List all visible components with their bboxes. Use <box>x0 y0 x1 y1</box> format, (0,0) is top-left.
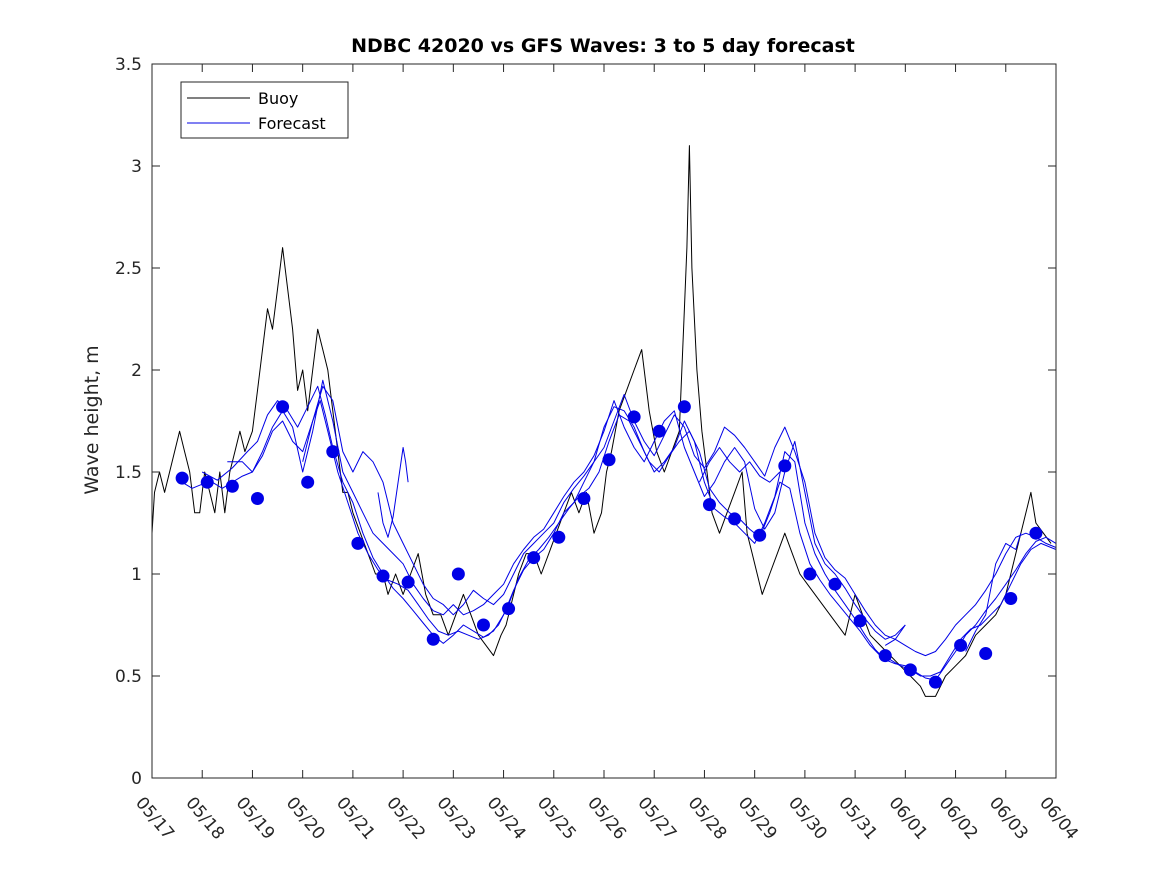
forecast-marker <box>301 475 315 489</box>
legend-buoy-label: Buoy <box>258 89 298 108</box>
y-tick-label: 2.5 <box>115 259 142 279</box>
forecast-marker <box>527 551 541 565</box>
forecast-marker <box>753 528 767 542</box>
forecast-marker <box>326 445 340 459</box>
legend-box <box>180 81 349 139</box>
forecast-marker <box>451 567 465 581</box>
forecast-marker <box>954 638 968 652</box>
forecast-marker <box>602 453 616 467</box>
forecast-marker <box>979 647 993 661</box>
y-tick-label: 0 <box>131 769 142 789</box>
chart-title: NDBC 42020 vs GFS Waves: 3 to 5 day fore… <box>351 35 855 57</box>
plot-area <box>151 145 1057 697</box>
buoy-series-line <box>151 145 1052 697</box>
legend: Buoy Forecast <box>180 81 349 139</box>
forecast-marker <box>728 512 742 526</box>
forecast-marker <box>903 663 917 677</box>
forecast-marker <box>577 492 591 506</box>
forecast-series-line <box>302 385 1057 657</box>
forecast-marker <box>803 567 817 581</box>
forecast-marker <box>778 459 792 473</box>
forecast-marker <box>376 569 390 583</box>
legend-forecast-label: Forecast <box>258 114 326 133</box>
y-tick-label: 2 <box>131 361 142 381</box>
y-axis-label: Wave height, m <box>81 345 103 494</box>
forecast-series-line <box>965 533 1022 652</box>
y-tick-label: 1 <box>131 565 142 585</box>
forecast-marker <box>828 577 842 591</box>
forecast-marker <box>928 675 942 689</box>
forecast-marker <box>702 498 716 512</box>
forecast-marker <box>1004 591 1018 605</box>
forecast-marker <box>351 536 365 550</box>
forecast-marker <box>1029 526 1043 540</box>
forecast-series-line <box>884 624 906 646</box>
y-tick-label: 1.5 <box>115 463 142 483</box>
forecast-marker <box>878 649 892 663</box>
forecast-marker <box>401 575 415 589</box>
forecast-marker <box>627 410 641 424</box>
y-tick-label: 3 <box>131 157 142 177</box>
y-tick-label: 0.5 <box>115 667 142 687</box>
forecast-marker <box>476 618 490 632</box>
forecast-marker <box>200 475 214 489</box>
forecast-series-line <box>377 447 409 538</box>
forecast-marker <box>677 400 691 414</box>
forecast-marker <box>175 471 189 485</box>
y-axis-ticks: 0 0.5 1 1.5 2 2.5 3 3.5 <box>115 55 1056 789</box>
plot-frame <box>151 63 1057 779</box>
forecast-marker <box>276 400 290 414</box>
forecast-marker <box>426 632 440 646</box>
y-tick-label: 3.5 <box>115 55 142 75</box>
forecast-marker <box>552 530 566 544</box>
forecast-marker <box>853 614 867 628</box>
forecast-marker <box>652 424 666 438</box>
forecast-marker <box>250 492 264 506</box>
forecast-marker <box>225 479 239 493</box>
forecast-marker <box>502 602 516 616</box>
forecast-series-line <box>698 447 781 483</box>
